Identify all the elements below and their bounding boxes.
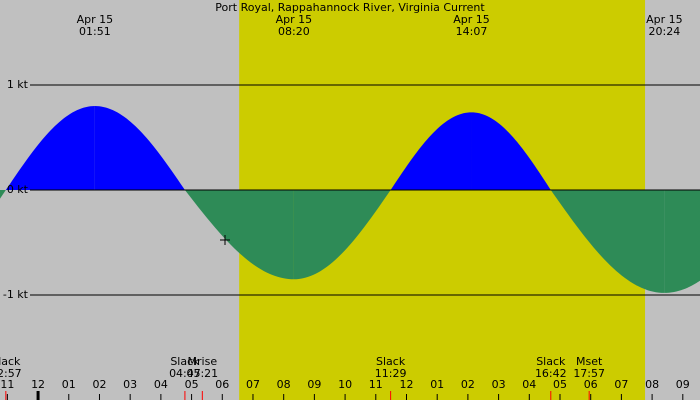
y-tick-label: 1 kt [7, 78, 29, 91]
x-tick-label: 01 [430, 378, 444, 391]
chart-title: Port Royal, Rappahannock River, Virginia… [215, 1, 485, 14]
x-tick-label: 02 [461, 378, 475, 391]
peak-date: Apr 15 [77, 13, 114, 26]
event-time: 17:57 [573, 367, 605, 380]
x-tick-label: 09 [307, 378, 321, 391]
x-tick-label: 08 [645, 378, 659, 391]
x-tick-label: 02 [92, 378, 106, 391]
event-label: Slack [0, 355, 21, 368]
current-area [184, 190, 294, 280]
peak-time: 08:20 [278, 25, 310, 38]
x-tick-label: 11 [369, 378, 383, 391]
current-area [471, 112, 551, 191]
peak-time: 14:07 [456, 25, 488, 38]
x-tick-label: 05 [185, 378, 199, 391]
current-area [94, 106, 185, 191]
event-label: Slack [170, 355, 200, 368]
x-tick-label: 08 [277, 378, 291, 391]
x-tick-label: 12 [31, 378, 45, 391]
current-area [293, 190, 391, 280]
event-time: 11:29 [375, 367, 407, 380]
event-label: Mset [576, 355, 603, 368]
x-tick-label: 06 [215, 378, 229, 391]
current-area [390, 112, 472, 191]
x-tick-label: 03 [123, 378, 137, 391]
x-tick-label: 06 [584, 378, 598, 391]
peak-time: 01:51 [79, 25, 111, 38]
peak-date: Apr 15 [453, 13, 490, 26]
event-time: 22:57 [0, 367, 22, 380]
current-area [550, 190, 665, 293]
current-area [664, 190, 700, 293]
x-tick-label: 03 [492, 378, 506, 391]
peak-date: Apr 15 [276, 13, 313, 26]
x-tick-label: 04 [154, 378, 168, 391]
event-label: Slack [536, 355, 566, 368]
event-time: 05:21 [186, 367, 218, 380]
event-time: 04:47 [169, 367, 201, 380]
x-tick-label: 05 [553, 378, 567, 391]
peak-date: Apr 15 [646, 13, 683, 26]
x-tick-label: 12 [399, 378, 413, 391]
event-label: Slack [376, 355, 406, 368]
current-area [5, 106, 95, 191]
x-tick-label: 01 [62, 378, 76, 391]
cursor [220, 235, 230, 245]
current-area [0, 190, 6, 199]
x-tick-label: 11 [0, 378, 14, 391]
x-tick-label: 10 [338, 378, 352, 391]
peak-time: 20:24 [649, 25, 681, 38]
event-time: 16:42 [535, 367, 567, 380]
x-tick-label: 04 [522, 378, 536, 391]
x-tick-label: 09 [676, 378, 690, 391]
event-label: Mrise [188, 355, 218, 368]
x-tick-label: 07 [614, 378, 628, 391]
y-tick-label: 0 kt [7, 183, 29, 196]
y-tick-label: -1 kt [3, 288, 29, 301]
x-tick-label: 07 [246, 378, 260, 391]
